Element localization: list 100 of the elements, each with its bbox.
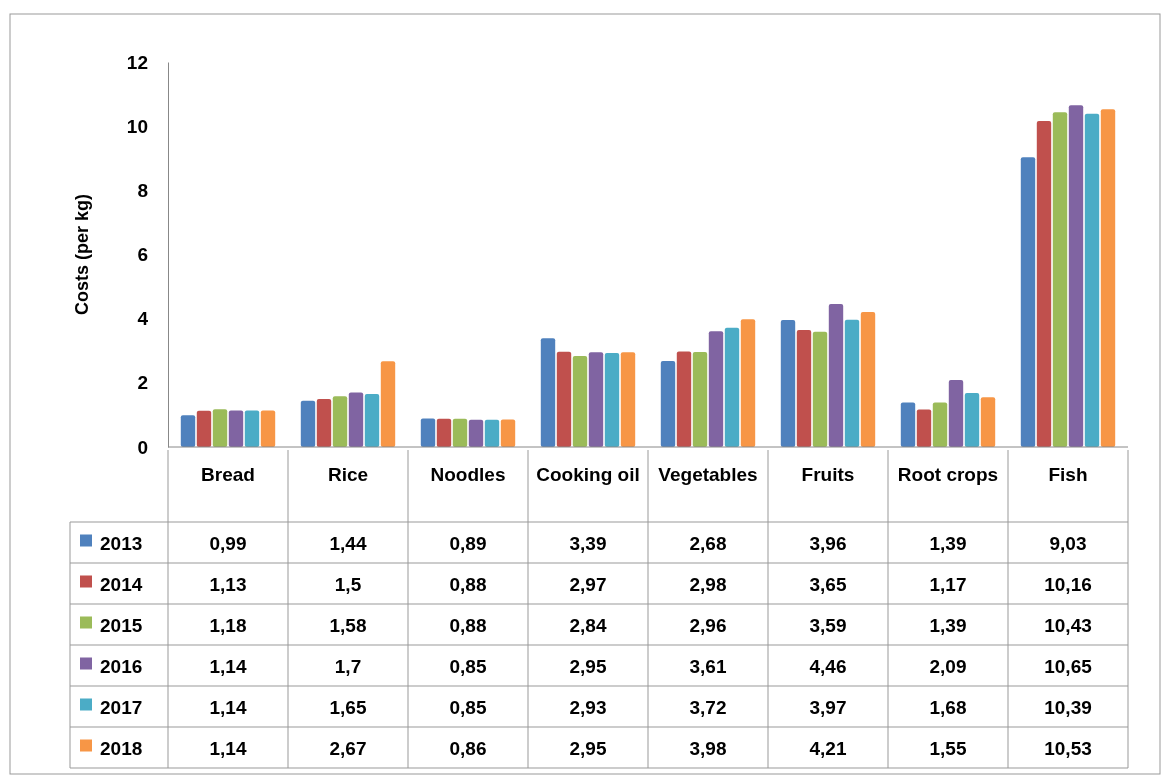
bar bbox=[244, 410, 260, 447]
bar bbox=[796, 329, 812, 447]
bar bbox=[500, 419, 516, 447]
data-label: 2,95 bbox=[569, 737, 607, 759]
bar bbox=[420, 418, 436, 447]
bar bbox=[1036, 121, 1052, 447]
bar bbox=[964, 393, 980, 447]
data-label: 3,98 bbox=[689, 737, 727, 759]
bar bbox=[380, 361, 396, 447]
data-label: 3,97 bbox=[809, 696, 847, 718]
bar bbox=[620, 352, 636, 447]
data-label: 1,39 bbox=[929, 532, 967, 554]
data-label: 1,44 bbox=[329, 532, 367, 554]
y-tick-label: 6 bbox=[137, 244, 148, 266]
y-tick-label: 8 bbox=[137, 179, 148, 201]
data-label: 1,14 bbox=[209, 696, 247, 718]
bar bbox=[980, 397, 996, 447]
bar bbox=[780, 319, 796, 447]
data-label: 0,86 bbox=[449, 737, 487, 759]
bar bbox=[300, 400, 316, 447]
data-label: 2,84 bbox=[569, 614, 607, 636]
data-label: 0,99 bbox=[209, 532, 247, 554]
legend-label: 2016 bbox=[100, 655, 143, 677]
data-label: 1,58 bbox=[329, 614, 367, 636]
data-label: 10,43 bbox=[1044, 614, 1092, 636]
data-label: 0,88 bbox=[449, 573, 487, 595]
data-label: 1,65 bbox=[329, 696, 367, 718]
data-label: 2,96 bbox=[689, 614, 727, 636]
data-label: 1,14 bbox=[209, 737, 247, 759]
y-axis-title: Costs (per kg) bbox=[72, 193, 92, 316]
bar bbox=[436, 418, 452, 447]
bar bbox=[1084, 113, 1100, 447]
data-label: 2,93 bbox=[569, 696, 607, 718]
bar bbox=[708, 331, 724, 447]
data-label: 3,59 bbox=[809, 614, 847, 636]
x-tick-label: Cooking oil bbox=[536, 464, 640, 485]
data-label: 10,65 bbox=[1044, 655, 1093, 677]
data-label: 4,21 bbox=[809, 737, 847, 759]
data-label: 2,98 bbox=[689, 573, 727, 595]
data-label: 2,67 bbox=[329, 737, 367, 759]
data-label: 1,68 bbox=[929, 696, 967, 718]
bar bbox=[332, 396, 348, 447]
legend-label: 2017 bbox=[100, 696, 143, 718]
bar bbox=[1020, 157, 1036, 447]
data-label: 9,03 bbox=[1049, 532, 1087, 554]
x-tick-label: Bread bbox=[201, 464, 255, 485]
data-label: 1,55 bbox=[929, 737, 967, 759]
data-label: 0,89 bbox=[449, 532, 487, 554]
bar bbox=[812, 331, 828, 447]
data-label: 1,13 bbox=[209, 573, 247, 595]
data-label: 2,68 bbox=[689, 532, 727, 554]
x-tick-label: Rice bbox=[327, 464, 369, 485]
bar bbox=[316, 398, 332, 447]
bar bbox=[1052, 112, 1068, 447]
bar bbox=[260, 410, 276, 447]
bar bbox=[540, 338, 556, 447]
bar bbox=[348, 392, 364, 447]
data-label: 1,18 bbox=[209, 614, 247, 636]
bar bbox=[676, 351, 692, 447]
bar bbox=[604, 353, 620, 447]
legend-label: 2013 bbox=[100, 532, 143, 554]
bar bbox=[828, 303, 844, 447]
y-tick-label: 2 bbox=[137, 372, 148, 394]
data-label: 2,97 bbox=[569, 573, 607, 595]
data-label: 1,14 bbox=[209, 655, 247, 677]
data-label: 3,61 bbox=[689, 655, 727, 677]
data-label: 10,16 bbox=[1044, 573, 1092, 595]
data-label: 1,39 bbox=[929, 614, 967, 636]
data-label: 1,5 bbox=[334, 573, 362, 595]
bar bbox=[484, 419, 500, 447]
x-tick-label: Fish bbox=[1048, 464, 1088, 485]
data-label: 2,09 bbox=[929, 655, 967, 677]
x-tick-label: Vegetables bbox=[658, 464, 758, 485]
bar bbox=[364, 394, 380, 447]
bar bbox=[860, 311, 876, 447]
bar bbox=[180, 415, 196, 447]
bar bbox=[1068, 105, 1084, 447]
bar bbox=[916, 409, 932, 447]
data-label: 2,95 bbox=[569, 655, 607, 677]
bar bbox=[588, 352, 604, 447]
y-tick-label: 12 bbox=[126, 51, 148, 73]
bar bbox=[740, 319, 756, 447]
legend-label: 2018 bbox=[100, 737, 143, 759]
data-label: 3,65 bbox=[809, 573, 847, 595]
bar bbox=[468, 419, 484, 447]
data-label: 3,39 bbox=[569, 532, 607, 554]
bar bbox=[556, 351, 572, 447]
data-label: 3,72 bbox=[689, 696, 727, 718]
y-tick-label: 10 bbox=[126, 115, 148, 137]
data-label: 4,46 bbox=[809, 655, 847, 677]
bar bbox=[196, 410, 212, 447]
bar bbox=[932, 402, 948, 447]
x-tick-label: Noodles bbox=[430, 464, 506, 485]
bar bbox=[660, 361, 676, 447]
y-tick-label: 0 bbox=[137, 436, 148, 458]
x-tick-label: Fruits bbox=[801, 464, 855, 485]
data-label: 1,7 bbox=[334, 655, 362, 677]
bar bbox=[948, 379, 964, 447]
x-tick-label: Root crops bbox=[897, 464, 999, 485]
bar bbox=[692, 352, 708, 447]
